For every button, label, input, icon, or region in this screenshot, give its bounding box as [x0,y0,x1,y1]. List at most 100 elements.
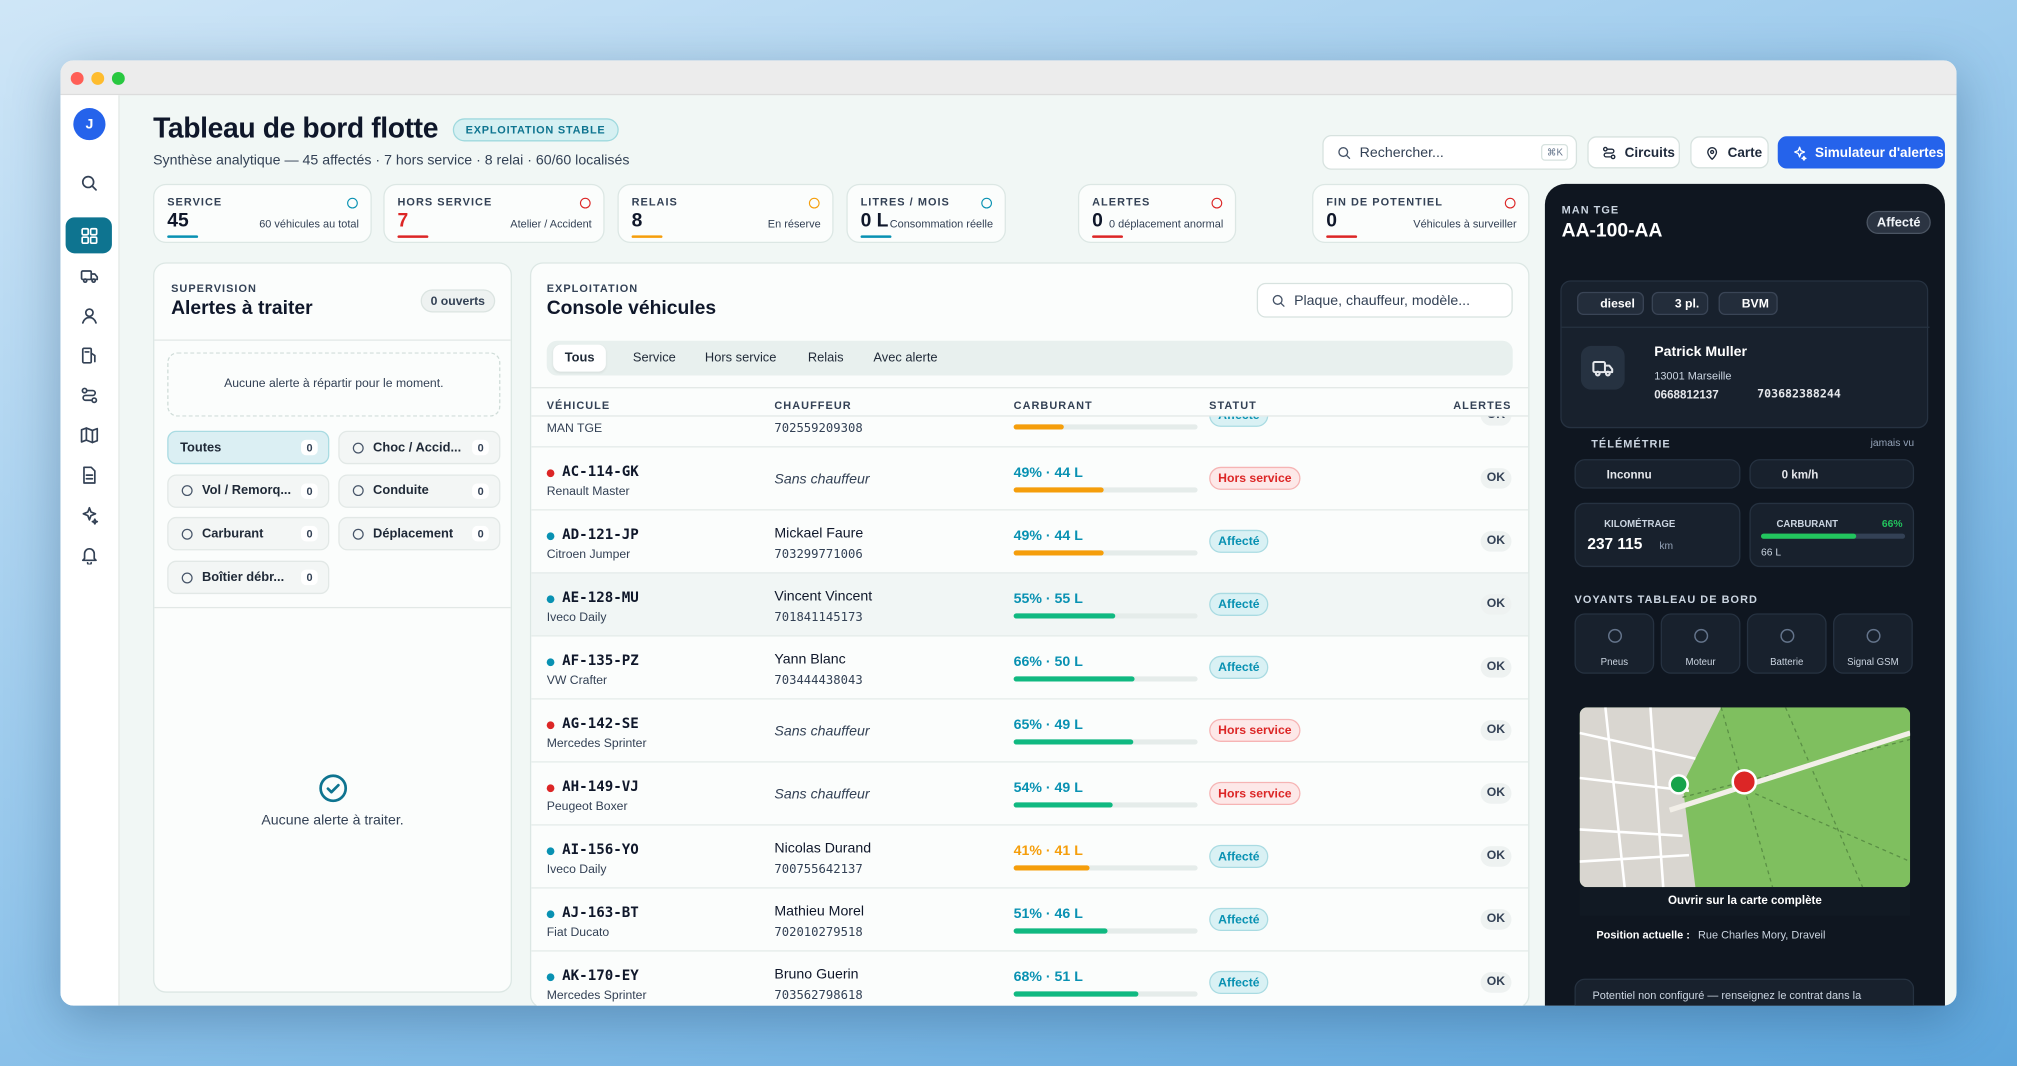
minimize[interactable] [91,72,105,85]
model: Iveco Daily [546,610,607,625]
toolbar-button[interactable]: Simulateur d'alertes [1777,136,1945,169]
main: Tableau de bord flotte EXPLOITATION STABL… [60,60,1956,1006]
avatar[interactable]: J [73,108,106,141]
nav-item[interactable] [66,456,112,492]
driver: Sans chauffeur [774,471,870,488]
close[interactable] [70,72,84,85]
kpi-icon [808,193,821,209]
divider [154,606,511,609]
vehicle-row[interactable]: AH-149-VJ Peugeot Boxer Sans chauffeur 54% … [531,763,1529,826]
alert-filter[interactable]: Choc / Accid... 0 [338,430,501,465]
table-body: MAN TGE 702559209308 Affecté OK AC-114-GK Ren… [531,415,1529,1005]
fuel-percent: 66% [1881,518,1903,530]
alert-filter[interactable]: Conduite 0 [338,474,501,508]
fuel-label: CARBURANT [1776,518,1839,530]
icon [80,269,98,283]
kpi-label: HORS SERVICE [397,195,493,209]
nav-item[interactable] [66,377,112,413]
kpi-card: HORS SERVICE 7 Atelier / Accident [383,183,605,244]
vehicle-row[interactable]: AG-142-SE Mercedes Sprinter Sans chauffeur… [531,700,1529,763]
nav-icon [79,425,98,444]
map-link[interactable]: Ouvrir sur la carte complète [1579,887,1911,916]
nav-item[interactable] [65,217,112,254]
kpi-accent [1326,235,1358,238]
alert-filter[interactable]: Carburant 0 [167,517,330,551]
nav-item[interactable] [66,536,112,572]
column-header: VÉHICULE [546,398,611,412]
console-panel: EXPLOITATION Console véhicules Plaque, cha… [529,262,1530,1006]
alert-badge: OK [1480,416,1512,426]
icon [1707,146,1718,160]
plate: AI-156-YO [562,840,639,858]
vehicle-detail: MAN TGE AA-100-AA Affecté diesel 3 pl. BVM Pat… [1544,183,1945,1006]
icon [352,485,364,497]
kpi-value: 45 [167,209,189,232]
zoom[interactable] [111,72,125,85]
nav-item[interactable] [66,165,112,201]
driver: Sans chauffeur [774,786,870,803]
vehicle-row[interactable]: AE-128-MU Iveco Daily Vincent Vincent 70184… [531,573,1529,637]
alert-filter[interactable]: Déplacement 0 [338,517,501,551]
vehicle-row[interactable]: AK-170-EY Mercedes Sprinter Bruno Guerin 70… [531,952,1528,1006]
kpi-note: 60 véhicules au total [259,217,359,231]
vehicle-row[interactable]: AC-114-GK Renault Master Sans chauffeur 49%… [531,447,1529,511]
vehicle-row[interactable]: AI-156-YO Iveco Daily Nicolas Durand 700755… [531,826,1529,889]
toolbar-button[interactable]: Circuits [1587,136,1680,169]
vehicle-row[interactable]: AJ-163-BT Fiat Ducato Mathieu Morel 7020102… [531,889,1529,952]
light-icon [1865,628,1882,645]
icon [1794,145,1807,161]
driver: Bruno Guerin [774,966,859,983]
icon [1504,197,1516,209]
console-search[interactable]: Plaque, chauffeur, modèle... [1256,282,1513,318]
tab[interactable]: Avec alerte [873,351,938,366]
driver-phone: 703444438043 [774,673,863,688]
fuel: 66% · 50 L [1013,654,1083,670]
filter-icon [180,484,194,498]
alert-filter[interactable]: Toutes 0 [167,430,330,465]
search-placeholder: Rechercher... [1359,144,1444,161]
button-label: Carte [1727,144,1763,161]
tab[interactable]: Hors service [704,351,777,366]
tab[interactable]: Service [632,351,676,366]
model: Renault Master [546,484,630,499]
kpi-accent [1092,235,1123,238]
icon [1866,628,1881,643]
nav-item[interactable] [66,417,112,453]
nav-item[interactable] [66,337,112,373]
global-search[interactable]: Rechercher... ⌘K [1322,135,1578,170]
kpi-icon [579,193,592,209]
kpi-card: LITRES / MOIS 0 L Consommation réelle [846,183,1006,244]
alert-badge: OK [1480,972,1512,993]
vehicle-row[interactable]: MAN TGE 702559209308 Affecté OK [531,416,1529,448]
fuel-bar [1013,865,1090,871]
nav-item[interactable] [66,297,112,333]
column-header: CHAUFFEUR [774,398,852,412]
nav-item[interactable] [66,257,112,293]
kpi-icon [1504,193,1517,209]
vehicle-row[interactable]: AD-121-JP Citroen Jumper Mickael Faure 7032… [531,511,1529,574]
fuel: 68% · 51 L [1013,969,1083,985]
icon [1780,628,1795,643]
kpi-card: SERVICE 45 60 véhicules au total [153,183,372,244]
alert-filter[interactable]: Vol / Remorq... 0 [167,474,330,508]
map[interactable] [1579,707,1911,888]
fuel-track [1013,424,1198,430]
tab[interactable]: Relais [807,351,844,366]
filter-label: Conduite [373,483,429,498]
fuel-bar [1013,424,1064,430]
status-badge: Affecté [1209,655,1269,679]
driver-phone: 702559209308 [774,421,863,436]
vehicle-row[interactable]: AF-135-PZ VW Crafter Yann Blanc 70344443804… [531,637,1529,700]
light-label: Batterie [1770,655,1804,668]
alert-filter[interactable]: Boîtier débr... 0 [167,560,330,595]
nav-item[interactable] [66,496,112,532]
toolbar-button[interactable]: Carte [1690,136,1769,169]
lights-title: VOYANTS TABLEAU DE BORD [1574,592,1758,606]
icon [1602,146,1616,159]
tab[interactable]: Tous [553,344,607,372]
kpi-label: ALERTES [1092,195,1151,209]
page-subtitle: Synthèse analytique — 45 affectés · 7 ho… [153,153,630,169]
status-badge: Affecté [1209,592,1269,616]
status-badge: Hors service [1209,781,1301,805]
